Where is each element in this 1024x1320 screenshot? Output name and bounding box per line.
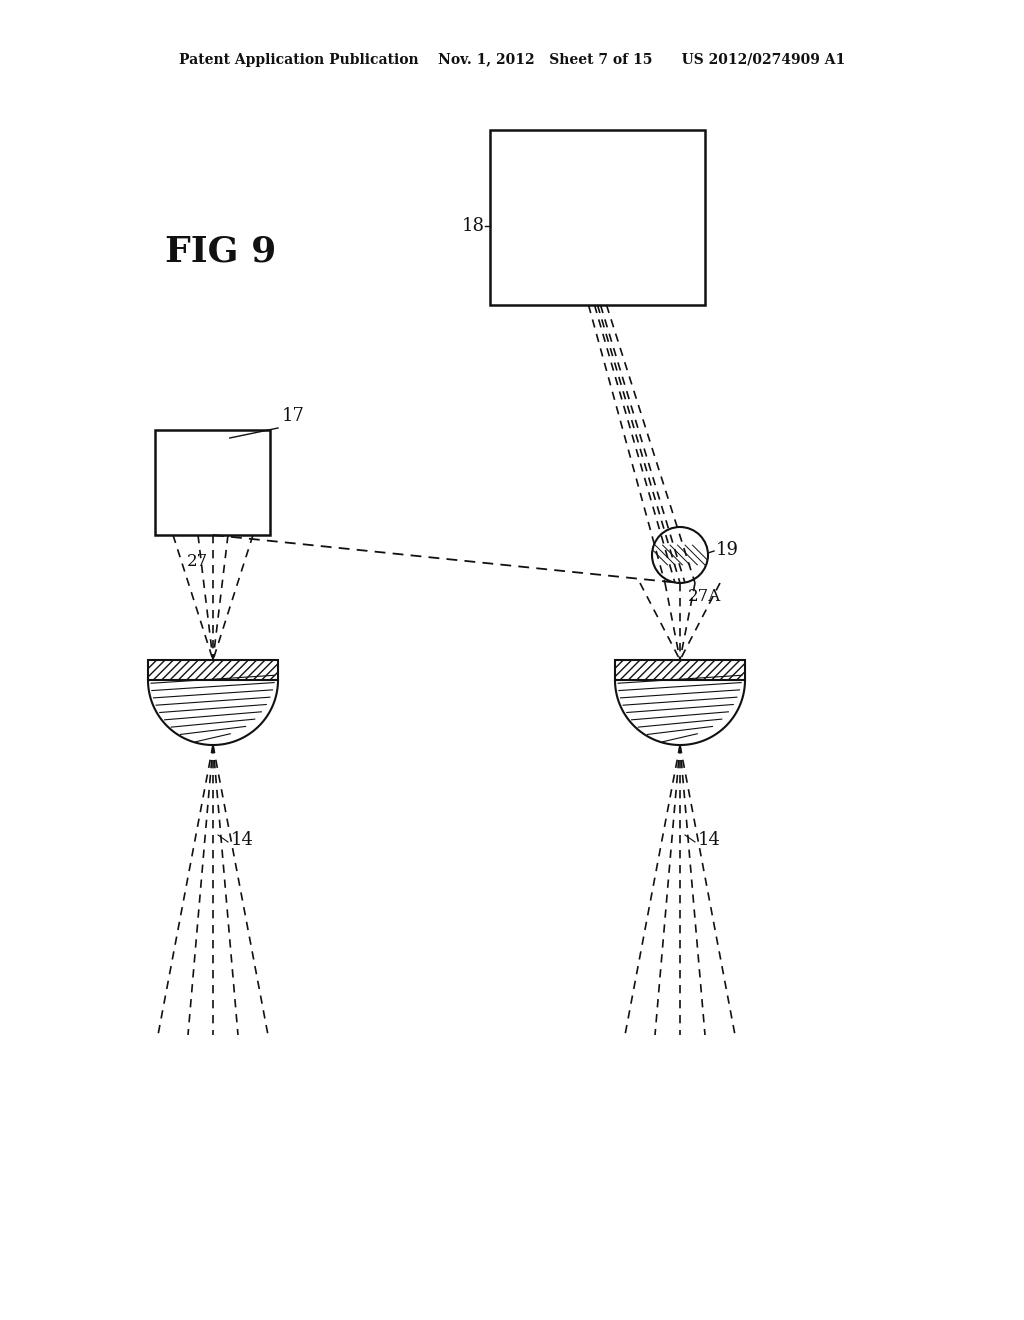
Text: 17: 17 [282, 407, 305, 425]
Bar [615, 660, 745, 680]
Text: 27: 27 [186, 553, 208, 570]
Bar [490, 129, 705, 305]
Text: 18: 18 [462, 218, 485, 235]
Bar [148, 660, 278, 680]
Text: Patent Application Publication    Nov. 1, 2012   Sheet 7 of 15      US 2012/0274: Patent Application Publication Nov. 1, 2… [179, 53, 845, 67]
Text: 14: 14 [698, 832, 721, 849]
Text: 19: 19 [716, 541, 739, 558]
Bar [155, 430, 270, 535]
Text: FIG 9: FIG 9 [165, 235, 276, 269]
Text: 27A: 27A [688, 587, 721, 605]
Text: 14: 14 [231, 832, 254, 849]
Circle shape [652, 527, 708, 583]
